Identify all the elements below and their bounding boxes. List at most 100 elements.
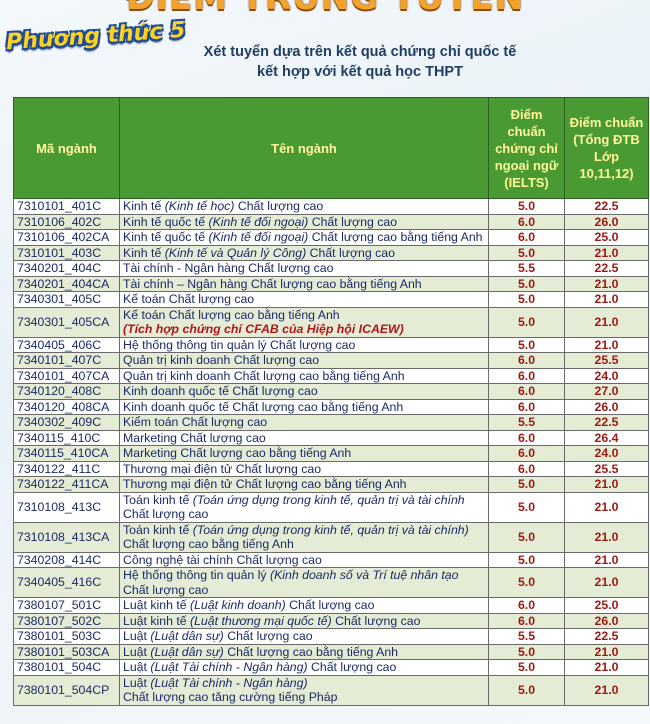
program-name-line2: Chất lượng cao bằng tiếng Anh — [123, 537, 294, 551]
program-name-cell: Toán kinh tế (Toán ứng dụng trong kinh t… — [119, 491, 489, 523]
program-name: Kinh tế — [123, 199, 165, 213]
gpa-score: 21.0 — [564, 306, 649, 338]
program-code: 7340405_406C — [13, 336, 120, 353]
program-code: 7340201_404CA — [13, 275, 120, 292]
program-code: 7310106_402CA — [13, 229, 120, 246]
program-name-suffix: Chất lượng cao — [223, 629, 313, 643]
ielts-score: 5.0 — [488, 198, 565, 215]
table-row: 7380101_503CA Luật (Luật dân sự) Chất lư… — [13, 643, 649, 660]
table-row: 7340122_411C Thương mại điện tử Chất lượ… — [13, 460, 649, 477]
gpa-score: 26.0 — [564, 213, 649, 230]
gpa-score: 26.4 — [564, 429, 649, 446]
program-name-cell: Kinh doanh quốc tế Chất lượng cao bằng t… — [119, 398, 489, 415]
table-row: 7340101_407CA Quản trị kinh doanh Chất l… — [13, 367, 649, 384]
program-code: 7310108_413C — [13, 491, 120, 523]
program-name: Luật — [123, 660, 151, 674]
gpa-score: 22.5 — [564, 628, 649, 645]
gpa-score: 25.5 — [564, 460, 649, 477]
table-row: 7380101_503C Luật (Luật dân sự) Chất lượ… — [13, 628, 649, 645]
program-code: 7340120_408CA — [13, 398, 120, 415]
program-code: 7340208_414C — [13, 551, 120, 568]
program-name-cell: Luật (Luật dân sự) Chất lượng cao bằng t… — [119, 643, 489, 660]
program-name-cell: Thương mại điện tử Chất lượng cao bằng t… — [119, 476, 489, 493]
table-row: 7380101_504C Luật (Luật Tài chính - Ngân… — [13, 659, 649, 676]
table-row: 7340301_405C Kế toán Chất lượng cao 5.0 … — [13, 291, 649, 308]
program-name-cell: Hệ thống thông tin quản lý (Kinh doanh s… — [119, 567, 489, 598]
ielts-score: 5.0 — [488, 476, 565, 493]
program-code: 7340122_411CA — [13, 476, 120, 493]
table-row: 7340405_406C Hệ thống thông tin quản lý … — [13, 336, 649, 353]
ielts-score: 6.0 — [488, 612, 565, 629]
program-name-cell: Công nghệ tài chính Chất lượng cao — [119, 551, 489, 568]
program-name: Luật — [123, 644, 151, 659]
program-code: 7310101_401C — [13, 198, 120, 215]
program-code: 7380101_504C — [13, 659, 120, 676]
ielts-score: 6.0 — [488, 367, 565, 384]
program-specialization: (Kinh tế đối ngoại) — [208, 214, 309, 229]
program-name-cell: Kinh doanh quốc tế Chất lượng cao — [119, 383, 489, 400]
program-name-cell: Toán kinh tế (Toán ứng dụng trong kinh t… — [119, 521, 489, 553]
table-row: 7340120_408CA Kinh doanh quốc tế Chất lư… — [13, 398, 649, 415]
program-code: 7340115_410C — [13, 429, 120, 446]
table-row: 7310101_401C Kinh tế (Kinh tế học) Chất … — [13, 198, 649, 215]
program-name-suffix: Chất lượng cao bằng tiếng Anh — [308, 230, 483, 244]
program-name-suffix: Chất lượng cao — [306, 245, 395, 260]
program-name-cell: Marketing Chất lượng cao bằng tiếng Anh — [119, 445, 489, 462]
program-name: Marketing Chất lượng cao — [123, 430, 266, 445]
program-specialization: (Kinh tế học) — [164, 199, 235, 213]
program-name: Kinh doanh quốc tế Chất lượng cao — [123, 384, 318, 398]
ielts-score: 5.0 — [488, 336, 565, 353]
gpa-score: 24.0 — [564, 445, 649, 462]
gpa-score: 21.0 — [564, 275, 649, 292]
table-row: 7310106_402C Kinh tế quốc tế (Kinh tế đố… — [13, 213, 649, 230]
program-code: 7380107_502C — [13, 612, 120, 629]
program-name-cell: Kinh tế (Kinh tế và Quản lý Công) Chất l… — [119, 244, 489, 261]
program-name-cell: Marketing Chất lượng cao — [119, 429, 489, 446]
program-code: 7310106_402C — [13, 213, 120, 230]
program-name-cell: Kế toán Chất lượng cao bằng tiếng Anh (Tí… — [119, 306, 489, 338]
admission-score-table: Mã ngành Tên ngành Điểm chuẩn chứng chỉ … — [13, 97, 649, 706]
table-row: 7340122_411CA Thương mại điện tử Chất lư… — [13, 476, 649, 493]
program-code: 7340101_407C — [13, 352, 120, 369]
table-row: 7340208_414C Công nghệ tài chính Chất lư… — [13, 551, 649, 568]
program-name: Kiểm toán Chất lượng cao — [123, 415, 268, 429]
program-name: Kế toán Chất lượng cao — [123, 292, 255, 306]
program-name: Kinh tế — [123, 245, 165, 260]
table-row: 7340120_408C Kinh doanh quốc tế Chất lượ… — [13, 383, 649, 400]
header-ielts: Điểm chuẩn chứng chỉ ngoại ngữ (IELTS) — [488, 97, 565, 199]
ielts-score: 5.5 — [488, 260, 565, 277]
table-row: 7380107_502C Luật kinh tế (Luật thương m… — [13, 612, 649, 629]
program-specialization: (Kinh tế và Quản lý Công) — [164, 245, 307, 260]
program-name-cell: Luật kinh tế (Luật thương mại quốc tế) C… — [119, 612, 489, 629]
ielts-score: 5.0 — [488, 643, 565, 660]
header-code: Mã ngành — [13, 97, 120, 199]
program-specialization: (Kinh tế đối ngoại) — [208, 230, 309, 244]
gpa-score: 21.0 — [564, 291, 649, 308]
program-name-cell: Luật kinh tế (Luật kinh doanh) Chất lượn… — [119, 597, 489, 614]
ielts-score: 5.0 — [488, 659, 565, 676]
ielts-score: 6.0 — [488, 445, 565, 462]
table-row: 7380107_501C Luật kinh tế (Luật kinh doa… — [13, 597, 649, 614]
program-name-cell: Kinh tế quốc tế (Kinh tế đối ngoại) Chất… — [119, 229, 489, 246]
program-name: Luật — [123, 629, 151, 643]
program-code: 7340302_409C — [13, 414, 120, 431]
table-row: 7310101_403C Kinh tế (Kinh tế và Quản lý… — [13, 244, 649, 261]
program-name-suffix: Chất lượng cao — [234, 199, 324, 213]
ielts-score: 5.0 — [488, 291, 565, 308]
program-code: 7310101_403C — [13, 244, 120, 261]
program-name: Hệ thống thông tin quản lý Chất lượng ca… — [123, 337, 356, 352]
program-name-cell: Luật (Luật Tài chính - Ngân hàng) Chất l… — [119, 659, 489, 676]
gpa-score: 22.5 — [564, 414, 649, 431]
program-specialization: (Toán ứng dụng trong kinh tế, quản trị v… — [192, 492, 465, 507]
ielts-score: 6.0 — [488, 352, 565, 369]
program-code: 7340115_410CA — [13, 445, 120, 462]
header-name: Tên ngành — [119, 97, 489, 199]
program-code: 7340120_408C — [13, 383, 120, 400]
program-name-suffix: Chất lượng cao bằng tiếng Anh — [223, 644, 399, 659]
program-name: Thương mại điện tử Chất lượng cao bằng t… — [123, 477, 407, 491]
table-row: 7310108_413CA Toán kinh tế (Toán ứng dụn… — [13, 521, 649, 553]
program-specialization: (Luật Tài chính - Ngân hàng) — [150, 675, 308, 690]
program-name-cell: Tài chính – Ngân hàng Chất lượng cao bằn… — [119, 275, 489, 292]
program-name-line2: Chất lượng cao — [123, 507, 209, 521]
gpa-score: 25.5 — [564, 352, 649, 369]
